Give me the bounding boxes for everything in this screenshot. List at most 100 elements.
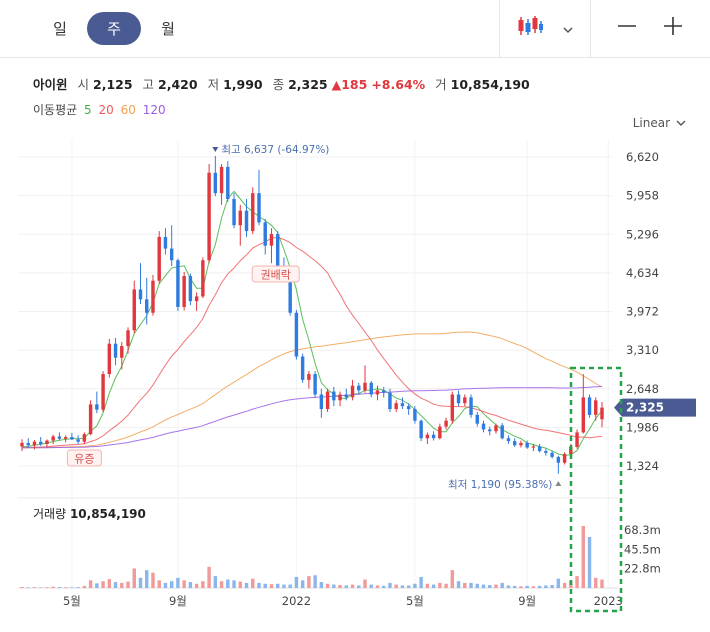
period-tab-day[interactable]: 일 (53, 20, 67, 38)
candle-body (481, 423, 486, 430)
candle-body (519, 442, 523, 446)
candle-body (425, 434, 430, 439)
volume-tick-label: 68.3m (624, 523, 661, 537)
candle-body (57, 436, 62, 439)
candle-body (494, 425, 498, 432)
candle-body (350, 385, 355, 398)
candle-body (344, 394, 349, 398)
volume-bar (32, 587, 37, 588)
volume-bar (587, 537, 592, 588)
event-badge (66, 449, 102, 467)
close-label: 종 (272, 77, 285, 92)
period-tab-week[interactable]: 주 (87, 12, 141, 45)
volume-bar (562, 582, 567, 588)
candle-body (157, 236, 161, 281)
x-tick-label: 9월 (169, 594, 187, 608)
volume-bar (344, 585, 349, 588)
candle-body (382, 390, 386, 393)
current-price-tag (614, 398, 696, 417)
candle-body (226, 166, 230, 200)
x-tick-label: 2023 (594, 594, 623, 608)
volume-bar (120, 582, 124, 588)
volume-bar (438, 582, 442, 588)
ma-20-line (21, 236, 603, 449)
y-tick-label: 3,972 (626, 305, 659, 319)
candle-body (194, 296, 199, 302)
y-tick-label: 5,958 (626, 189, 659, 203)
candle-body (176, 260, 180, 307)
candle-body (388, 392, 392, 410)
candle-body (151, 280, 155, 313)
zoom-out-button[interactable] (610, 8, 644, 48)
chart-type-dropdown[interactable] (508, 8, 582, 48)
volume-bar (332, 584, 336, 588)
volume-bar (38, 587, 43, 588)
candle-body (531, 446, 536, 448)
volume-bar (519, 586, 523, 588)
y-tick-label: 6,620 (626, 150, 659, 164)
volume-bar (363, 579, 367, 588)
highlight-box (569, 366, 623, 613)
volume-title-value: 10,854,190 (69, 507, 146, 521)
toolbar-divider (590, 0, 591, 57)
candle-body (101, 374, 105, 410)
change-value: ▲185 (331, 77, 368, 92)
candle-body (562, 453, 567, 463)
volume-bar (319, 582, 324, 588)
volume-bar (456, 581, 461, 588)
candle-body (569, 446, 573, 454)
candle-body (126, 330, 130, 347)
candle-body (182, 276, 186, 307)
candle-body (550, 452, 554, 457)
volume-bar (494, 584, 498, 588)
volume-bar (313, 575, 317, 588)
ma-5: 5 (84, 103, 92, 117)
volume-label: 거 (435, 77, 447, 92)
candle-body (319, 394, 324, 410)
volume-bar (88, 580, 93, 588)
candle-body (500, 425, 504, 439)
volume-bar (400, 585, 405, 588)
candle-body (400, 403, 405, 407)
volume-bar (132, 568, 136, 588)
volume-bar (375, 585, 380, 588)
candle-body (294, 312, 299, 357)
candle-body (263, 222, 267, 246)
ma-120-line (21, 386, 603, 449)
candle-body (32, 441, 37, 446)
volume-bar (500, 582, 504, 588)
zoom-in-button[interactable] (656, 8, 690, 48)
candle-body (544, 451, 548, 453)
volume-title-label: 거래량 (33, 507, 67, 521)
volume-bar (425, 583, 430, 588)
candle-body (244, 210, 249, 232)
volume-bar (107, 579, 112, 588)
candle-body (45, 440, 49, 445)
candle-body (313, 374, 317, 395)
volume-bar (444, 583, 448, 588)
volume-bar (388, 582, 392, 588)
volume-bar (469, 582, 473, 588)
candle-body (406, 406, 411, 410)
volume-bar (145, 570, 149, 588)
scale-selector[interactable]: Linear (633, 116, 686, 130)
high-label: 고 (142, 77, 155, 92)
candle-body (219, 166, 224, 194)
period-tab-month[interactable]: 월 (161, 20, 175, 38)
volume-bar (325, 583, 330, 588)
volume-bar (201, 581, 205, 588)
candle-body (120, 346, 124, 358)
candle-body (238, 210, 242, 226)
ma-60-line (22, 331, 603, 449)
candle-body (232, 199, 236, 226)
event-label: 유증 (74, 453, 94, 466)
candle-body (556, 456, 561, 463)
volume-bar (138, 577, 143, 588)
volume-tick-label: 45.5m (624, 542, 661, 556)
volume-bar (575, 576, 579, 588)
chart-toolbar: 일 주 월 (0, 0, 710, 58)
volume-bar (581, 525, 586, 588)
volume-bar (20, 586, 24, 588)
y-tick-label: 1,324 (626, 459, 659, 473)
